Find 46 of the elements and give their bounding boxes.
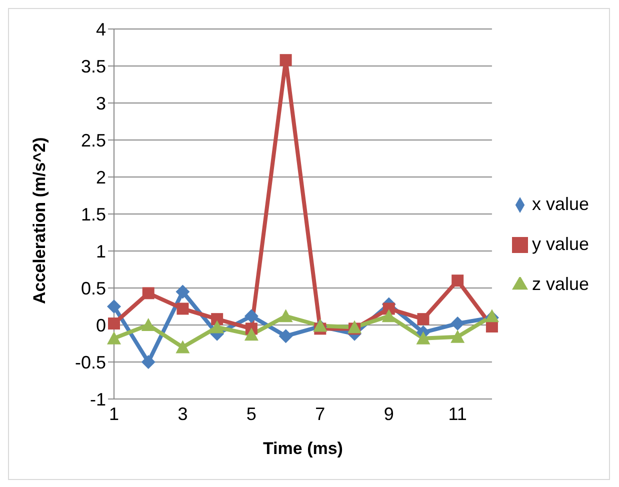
legend-label: y value xyxy=(532,234,589,254)
point xyxy=(211,313,224,326)
y-tick-label: 2.5 xyxy=(80,130,106,150)
x-tick-label: 11 xyxy=(448,404,467,424)
y-tick-label: -1 xyxy=(90,389,106,410)
point xyxy=(452,274,464,287)
y-axis-title: Acceleration (m/s^2) xyxy=(30,137,50,304)
x-tick-label: 3 xyxy=(178,404,188,424)
y-tick-label: -0.5 xyxy=(74,352,106,372)
point xyxy=(416,331,430,344)
y-tick-label: 0.5 xyxy=(80,278,106,298)
y-tick-label: 1.5 xyxy=(80,204,106,224)
point xyxy=(176,284,190,299)
point xyxy=(108,318,120,330)
y-tick-label: 1 xyxy=(96,241,106,262)
point xyxy=(141,355,156,369)
point xyxy=(141,318,156,331)
point xyxy=(142,287,154,300)
point xyxy=(107,331,121,344)
y-tick-label: 2 xyxy=(96,167,106,188)
point xyxy=(280,54,292,66)
point xyxy=(176,302,189,315)
point xyxy=(450,330,465,343)
point xyxy=(244,328,258,341)
y-tick-label: 3.5 xyxy=(80,56,106,76)
x-tick-label: 5 xyxy=(246,404,256,424)
point xyxy=(417,313,430,326)
x-tick-label: 1 xyxy=(108,404,120,424)
point xyxy=(107,300,121,314)
legend-label: x value xyxy=(532,194,589,214)
point xyxy=(278,329,293,344)
x-tick-label: 9 xyxy=(384,404,394,424)
x-tick-label: 7 xyxy=(315,404,326,424)
point xyxy=(244,309,258,324)
point xyxy=(484,309,499,322)
point xyxy=(382,309,396,322)
point xyxy=(176,340,190,354)
y-tick-label: 3 xyxy=(96,93,106,114)
legend-label: z value xyxy=(532,274,589,294)
y-tick-label: 4 xyxy=(96,19,106,40)
x-axis-title: Time (ms) xyxy=(262,439,343,458)
point xyxy=(210,320,224,334)
point xyxy=(348,320,362,334)
point xyxy=(278,309,293,322)
point xyxy=(450,316,465,331)
y-tick-label: 0 xyxy=(96,315,106,336)
